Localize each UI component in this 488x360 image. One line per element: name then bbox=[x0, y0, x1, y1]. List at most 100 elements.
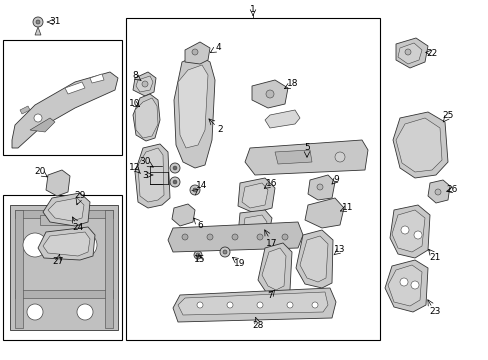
Polygon shape bbox=[174, 55, 215, 168]
Text: 23: 23 bbox=[428, 307, 440, 316]
Polygon shape bbox=[307, 175, 334, 200]
Polygon shape bbox=[20, 106, 30, 114]
Text: 29: 29 bbox=[74, 192, 85, 201]
Polygon shape bbox=[133, 94, 160, 141]
Circle shape bbox=[399, 278, 407, 286]
Text: 6: 6 bbox=[197, 220, 203, 230]
Polygon shape bbox=[274, 150, 311, 164]
Circle shape bbox=[170, 177, 180, 187]
Circle shape bbox=[193, 188, 197, 192]
Text: 8: 8 bbox=[132, 72, 138, 81]
Bar bbox=[3, 40, 122, 155]
Polygon shape bbox=[238, 178, 274, 213]
Circle shape bbox=[286, 302, 292, 308]
Polygon shape bbox=[105, 210, 113, 328]
Circle shape bbox=[170, 163, 180, 173]
Text: 12: 12 bbox=[129, 163, 141, 172]
Text: 17: 17 bbox=[265, 238, 277, 248]
Text: 24: 24 bbox=[72, 224, 83, 233]
Text: 9: 9 bbox=[332, 175, 338, 184]
Polygon shape bbox=[90, 74, 104, 83]
Polygon shape bbox=[43, 193, 90, 226]
Polygon shape bbox=[392, 112, 447, 178]
Polygon shape bbox=[395, 118, 441, 172]
Polygon shape bbox=[136, 76, 153, 92]
Circle shape bbox=[206, 234, 213, 240]
Polygon shape bbox=[178, 292, 327, 315]
Polygon shape bbox=[172, 204, 195, 226]
Polygon shape bbox=[38, 227, 95, 260]
Polygon shape bbox=[43, 232, 90, 256]
Text: 3: 3 bbox=[142, 171, 147, 180]
Polygon shape bbox=[10, 205, 118, 330]
Circle shape bbox=[23, 233, 47, 257]
Circle shape bbox=[265, 90, 273, 98]
Text: 16: 16 bbox=[265, 179, 277, 188]
Polygon shape bbox=[395, 38, 427, 68]
Text: 11: 11 bbox=[342, 203, 353, 212]
Polygon shape bbox=[243, 215, 266, 238]
Circle shape bbox=[182, 234, 187, 240]
Circle shape bbox=[73, 233, 97, 257]
Polygon shape bbox=[15, 210, 113, 218]
Polygon shape bbox=[299, 236, 327, 282]
Polygon shape bbox=[389, 205, 429, 258]
Polygon shape bbox=[258, 243, 291, 296]
Bar bbox=[126, 18, 379, 340]
Polygon shape bbox=[135, 98, 158, 138]
Polygon shape bbox=[46, 170, 70, 196]
Circle shape bbox=[197, 302, 203, 308]
Text: 21: 21 bbox=[428, 252, 440, 261]
Circle shape bbox=[142, 81, 148, 87]
Circle shape bbox=[194, 251, 202, 259]
Circle shape bbox=[404, 49, 410, 55]
Polygon shape bbox=[242, 183, 267, 208]
Polygon shape bbox=[262, 248, 285, 290]
Circle shape bbox=[33, 17, 43, 27]
Text: 31: 31 bbox=[49, 18, 61, 27]
Circle shape bbox=[173, 166, 177, 170]
Circle shape bbox=[316, 184, 323, 190]
Text: 13: 13 bbox=[334, 246, 345, 255]
Circle shape bbox=[413, 231, 421, 239]
Circle shape bbox=[34, 114, 42, 122]
Circle shape bbox=[220, 247, 229, 257]
Circle shape bbox=[192, 49, 198, 55]
Text: 27: 27 bbox=[52, 257, 63, 266]
Polygon shape bbox=[244, 140, 367, 175]
Polygon shape bbox=[133, 72, 156, 96]
Circle shape bbox=[311, 302, 317, 308]
Polygon shape bbox=[305, 198, 343, 228]
Circle shape bbox=[226, 302, 232, 308]
Text: 25: 25 bbox=[442, 112, 453, 121]
Circle shape bbox=[257, 302, 263, 308]
Text: 1: 1 bbox=[250, 5, 255, 14]
Circle shape bbox=[173, 180, 177, 184]
Circle shape bbox=[223, 250, 226, 254]
Circle shape bbox=[190, 185, 200, 195]
Polygon shape bbox=[138, 148, 163, 202]
Text: 26: 26 bbox=[446, 185, 457, 194]
Circle shape bbox=[77, 304, 93, 320]
Circle shape bbox=[257, 234, 263, 240]
Polygon shape bbox=[384, 260, 427, 312]
Circle shape bbox=[27, 304, 43, 320]
Polygon shape bbox=[264, 110, 299, 128]
Text: 28: 28 bbox=[252, 320, 263, 329]
Circle shape bbox=[334, 152, 345, 162]
Text: 2: 2 bbox=[217, 126, 223, 135]
Polygon shape bbox=[173, 288, 335, 322]
Polygon shape bbox=[135, 144, 170, 208]
Polygon shape bbox=[397, 43, 421, 64]
Text: 18: 18 bbox=[286, 80, 298, 89]
Polygon shape bbox=[184, 42, 209, 64]
Text: 20: 20 bbox=[34, 167, 45, 176]
Polygon shape bbox=[15, 290, 113, 298]
Polygon shape bbox=[40, 215, 80, 225]
Circle shape bbox=[410, 281, 418, 289]
Polygon shape bbox=[427, 180, 449, 203]
Text: 4: 4 bbox=[215, 44, 221, 53]
Polygon shape bbox=[48, 198, 84, 221]
Circle shape bbox=[36, 20, 40, 24]
Text: 15: 15 bbox=[194, 256, 205, 265]
